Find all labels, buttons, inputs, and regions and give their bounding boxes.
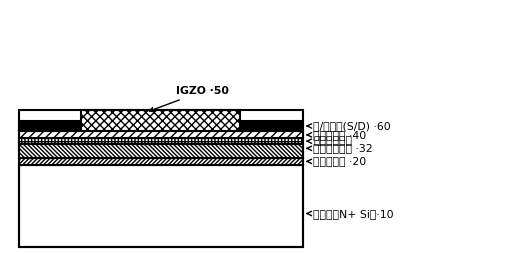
Text: 随穿氧化层 ·40: 随穿氧化层 ·40 bbox=[307, 130, 367, 140]
Text: 陷阱介质材料: 陷阱介质材料 bbox=[307, 136, 352, 146]
Bar bbox=[19, 138, 303, 144]
Text: IGZO ·50: IGZO ·50 bbox=[149, 86, 229, 112]
Bar bbox=[19, 131, 303, 138]
Bar bbox=[19, 158, 303, 165]
Text: 栊电极（N+ Si）·10: 栊电极（N+ Si）·10 bbox=[307, 209, 394, 218]
Bar bbox=[81, 110, 240, 131]
Bar bbox=[19, 110, 303, 247]
Text: 源/漏电极(S/D) ·60: 源/漏电极(S/D) ·60 bbox=[307, 121, 391, 131]
Bar bbox=[19, 121, 81, 131]
Bar bbox=[19, 165, 303, 247]
Bar bbox=[240, 121, 303, 131]
Text: 阻挡氧化层 ·20: 阻挡氧化层 ·20 bbox=[307, 156, 367, 166]
Bar bbox=[19, 144, 303, 158]
Text: 做电荷俯获层 ·32: 做电荷俯获层 ·32 bbox=[307, 143, 373, 153]
